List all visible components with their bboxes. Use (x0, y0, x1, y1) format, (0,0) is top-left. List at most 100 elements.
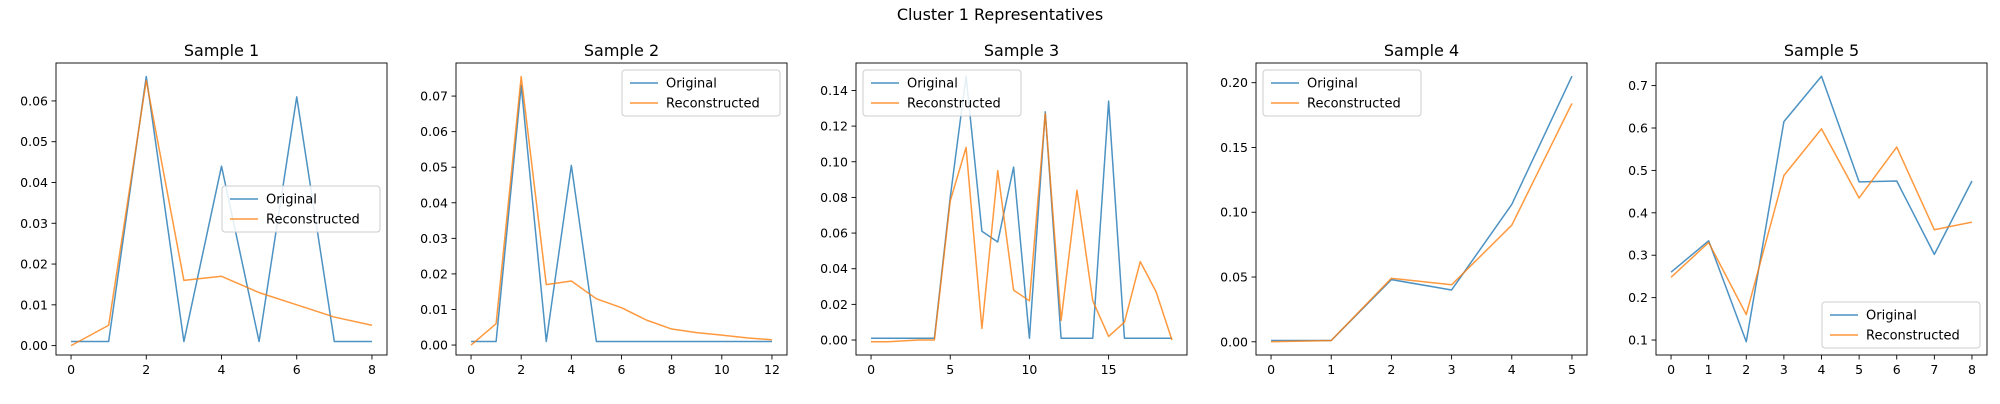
subplot-1: Sample 1 0 2 4 6 8 0.00 0.01 0.02 0.03 0.04 0.05 0.0… (20, 41, 388, 377)
y-tick-label: 0.02 (820, 297, 848, 312)
x-tick-label: 5 (946, 362, 954, 377)
y-tick-label: 0.04 (420, 195, 448, 210)
y-tick-label: 0.07 (420, 89, 448, 104)
subplot-title: Sample 3 (984, 41, 1059, 60)
y-tick-label: 0.00 (1220, 334, 1248, 349)
x-tick-label: 10 (1021, 362, 1037, 377)
x-tick-label: 8 (668, 362, 676, 377)
legend-box (862, 69, 1022, 117)
legend-label-original: Original (1866, 309, 1917, 324)
y-tick-label: 0.01 (20, 297, 48, 312)
axes-frame (855, 62, 1188, 356)
x-tick-label: 0 (467, 362, 475, 377)
y-tick-label: 0.1 (1628, 333, 1648, 348)
subplot-2: Sample 2 0 2 4 6 8 10 12 0.00 0.01 0.02 0.03 0.04 0.0… (420, 41, 788, 377)
axes-frame (1255, 62, 1588, 356)
x-tick-label: 8 (1968, 362, 1976, 377)
y-tick-label: 0.14 (820, 83, 848, 98)
y-tick-label: 0.00 (420, 338, 448, 353)
y-tick-label: 0.06 (820, 226, 848, 241)
series-line-reconstructed (1271, 103, 1573, 343)
x-tick-label: 12 (764, 362, 780, 377)
x-tick-label: 4 (1508, 362, 1516, 377)
legend-box (221, 185, 381, 233)
y-tick-label: 0.01 (420, 302, 448, 317)
x-tick-label: 10 (714, 362, 730, 377)
x-tick-label: 4 (1818, 362, 1826, 377)
subplot-5: Sample 5 0 1 2 3 4 5 6 7 8 0.1 0.2 0.3 0.4 0.5 0.6 0.7 Or… (1628, 41, 1988, 377)
x-tick-label: 7 (1930, 362, 1938, 377)
y-tick-label: 0.2 (1628, 290, 1648, 305)
x-tick-label: 1 (1327, 362, 1335, 377)
figure-title: Cluster 1 Representatives (897, 5, 1103, 24)
x-tick-label: 6 (618, 362, 626, 377)
series-line-original (871, 75, 1172, 339)
y-tick-label: 0.05 (20, 134, 48, 149)
y-tick-label: 0.10 (820, 154, 848, 169)
y-tick-label: 0.00 (820, 333, 848, 348)
y-tick-label: 0.15 (1220, 140, 1248, 155)
subplot-3: Sample 3 0 5 10 15 0.00 0.02 0.04 0.06 0.08 0.10 0.… (820, 41, 1188, 377)
y-tick-label: 0.12 (820, 119, 848, 134)
y-tick-label: 0.02 (420, 266, 448, 281)
series-line-original (1670, 75, 1973, 343)
legend-label-reconstructed: Reconstructed (1866, 329, 1960, 344)
subplot-4: Sample 4 0 1 2 3 4 5 0.00 0.05 0.10 0.15 0.20 Origin… (1220, 41, 1588, 377)
x-tick-label: 0 (67, 362, 75, 377)
legend-box (1262, 69, 1422, 117)
subplot-title: Sample 4 (1384, 41, 1459, 60)
series-line-reconstructed (1670, 128, 1973, 316)
x-tick-label: 6 (293, 362, 301, 377)
x-tick-label: 2 (517, 362, 525, 377)
x-tick-label: 3 (1448, 362, 1456, 377)
legend-box (1821, 301, 1981, 349)
x-tick-label: 5 (1568, 362, 1576, 377)
x-tick-label: 0 (1667, 362, 1675, 377)
y-tick-label: 0.08 (820, 190, 848, 205)
x-tick-label: 0 (1267, 362, 1275, 377)
legend-label-original: Original (907, 77, 958, 92)
x-tick-label: 2 (142, 362, 150, 377)
x-tick-label: 3 (1780, 362, 1788, 377)
legend: Original Reconstructed (621, 69, 781, 117)
x-tick-label: 4 (567, 362, 575, 377)
legend: Original Reconstructed (221, 185, 381, 233)
y-tick-label: 0.06 (420, 124, 448, 139)
legend: Original Reconstructed (1262, 69, 1422, 117)
subplot-title: Sample 5 (1784, 41, 1859, 60)
legend-label-reconstructed: Reconstructed (1307, 97, 1401, 112)
y-tick-label: 0.06 (20, 93, 48, 108)
y-tick-label: 0.3 (1628, 248, 1648, 263)
legend-label-original: Original (1307, 77, 1358, 92)
y-tick-label: 0.05 (1220, 270, 1248, 285)
y-tick-label: 0.04 (820, 261, 848, 276)
x-tick-label: 15 (1101, 362, 1117, 377)
legend-label-reconstructed: Reconstructed (266, 213, 360, 228)
x-tick-label: 2 (1742, 362, 1750, 377)
y-tick-label: 0.00 (20, 338, 48, 353)
y-tick-label: 0.6 (1628, 121, 1648, 136)
legend-label-original: Original (266, 193, 317, 208)
y-tick-label: 0.04 (20, 175, 48, 190)
legend: Original Reconstructed (862, 69, 1022, 117)
y-tick-label: 0.05 (420, 160, 448, 175)
legend: Original Reconstructed (1821, 301, 1981, 349)
y-tick-label: 0.10 (1220, 205, 1248, 220)
series-line-original (471, 84, 772, 343)
x-tick-label: 8 (368, 362, 376, 377)
legend-label-reconstructed: Reconstructed (907, 97, 1001, 112)
x-tick-label: 1 (1705, 362, 1713, 377)
legend-label-reconstructed: Reconstructed (666, 97, 760, 112)
series-line-reconstructed (70, 79, 373, 347)
series-line-reconstructed (871, 112, 1173, 343)
subplot-title: Sample 2 (584, 41, 659, 60)
y-tick-label: 0.4 (1628, 205, 1648, 220)
y-tick-label: 0.03 (420, 231, 448, 246)
y-tick-label: 0.02 (20, 257, 48, 272)
x-tick-label: 0 (867, 362, 875, 377)
series-line-original (71, 75, 372, 343)
legend-label-original: Original (666, 77, 717, 92)
y-tick-label: 0.5 (1628, 163, 1648, 178)
legend-box (621, 69, 781, 117)
